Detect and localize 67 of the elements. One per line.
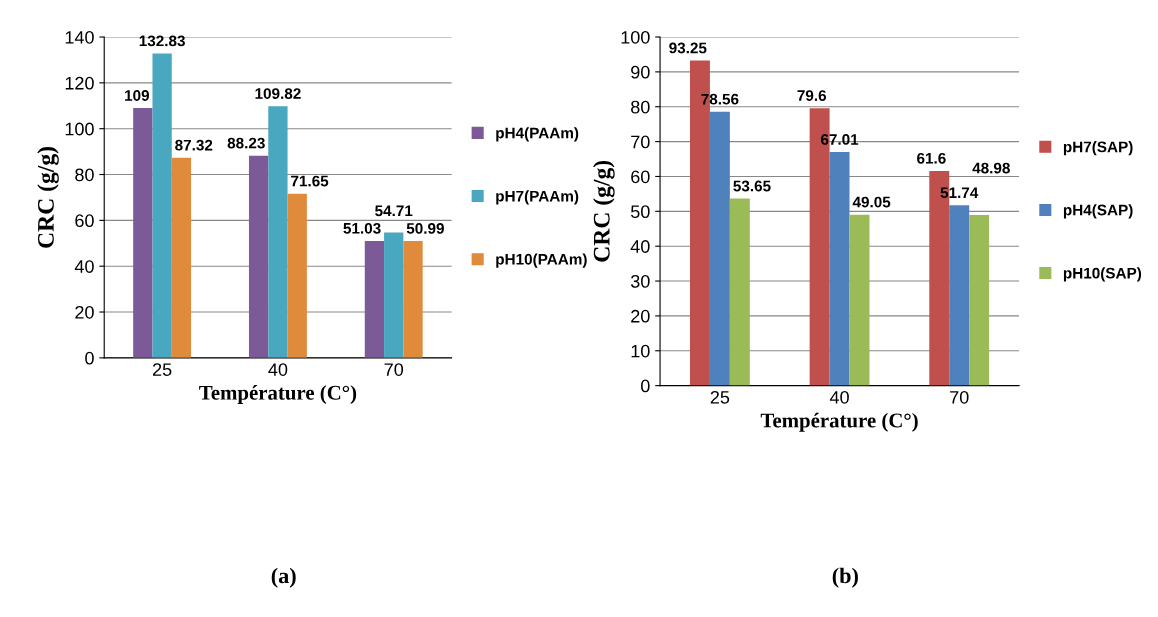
y-tick-label: 60	[75, 214, 94, 228]
y-tick-label: 80	[631, 100, 650, 114]
bar	[171, 157, 192, 358]
data-label: 51.03	[343, 222, 381, 234]
data-label: 54.71	[375, 205, 413, 217]
legend-label: pH10(PAAm)	[496, 253, 587, 268]
bar	[248, 155, 269, 358]
y-tick-label: 10	[631, 344, 650, 358]
x-tick-label: 40	[268, 363, 288, 376]
x-tick-label: 70	[384, 363, 404, 376]
bar	[829, 152, 850, 386]
y-tick-label: 50	[630, 205, 650, 219]
x-axis-title: Température (C°)	[760, 412, 918, 432]
data-label: 53.65	[733, 180, 771, 192]
y-tick-label: 30	[630, 274, 650, 288]
data-label: 61.6	[917, 152, 946, 164]
legend-label: pH10(SAP)	[1063, 267, 1142, 282]
bar	[364, 240, 385, 358]
legend-label: pH4(SAP)	[1063, 204, 1133, 219]
bar	[849, 214, 870, 386]
y-tick-label: 20	[631, 309, 650, 323]
x-tick-label: 25	[710, 390, 730, 404]
y-tick-label: 70	[631, 135, 650, 149]
bar	[268, 106, 288, 358]
data-label: 93.25	[669, 42, 707, 54]
legend-label: pH7(SAP)	[1063, 141, 1133, 156]
y-tick-label: 90	[631, 65, 650, 79]
y-tick-label: 100	[621, 30, 650, 44]
y-tick-label: 0	[85, 351, 94, 365]
text: (a)	[271, 567, 296, 588]
data-label: 109	[125, 90, 150, 101]
y-axis-title: CRC (g/g)	[37, 147, 59, 248]
legend-label: pH4(PAAm)	[496, 127, 579, 142]
y-tick-label: 80	[75, 168, 94, 182]
data-label: 48.98	[972, 162, 1010, 174]
data-label: 88.23	[227, 137, 265, 149]
data-label: 49.05	[852, 196, 891, 208]
x-tick-label: 25	[152, 363, 172, 376]
data-label: 71.65	[291, 175, 329, 187]
x-tick-label: 40	[829, 390, 849, 404]
x-axis-title: Température (C°)	[199, 385, 357, 405]
y-tick-label: 40	[74, 260, 94, 273]
y-tick-label: 20	[75, 305, 94, 319]
x-tick-label: 70	[950, 390, 969, 404]
y-tick-label: 100	[65, 122, 94, 136]
text: (b)	[832, 567, 858, 588]
bar	[969, 214, 990, 386]
y-tick-label: 0	[641, 379, 650, 393]
data-label: 109.82	[255, 88, 301, 99]
bar	[403, 241, 423, 358]
bar	[152, 53, 172, 358]
bar	[287, 193, 307, 358]
y-axis-title: CRC (g/g)	[593, 160, 615, 262]
data-label: 87.32	[175, 139, 213, 151]
bar	[949, 205, 970, 386]
data-label: 50.99	[406, 223, 444, 234]
y-tick-label: 60	[631, 170, 650, 184]
data-label: 132.83	[139, 35, 185, 47]
legend-label: pH7(PAAm)	[496, 190, 579, 205]
data-label: 79.6	[797, 90, 827, 101]
bar	[729, 198, 750, 386]
bar	[384, 232, 404, 358]
y-tick-label: 140	[65, 30, 94, 44]
bar	[133, 108, 153, 358]
bar	[709, 111, 730, 386]
y-tick-label: 40	[630, 240, 650, 253]
y-tick-label: 120	[65, 76, 94, 90]
